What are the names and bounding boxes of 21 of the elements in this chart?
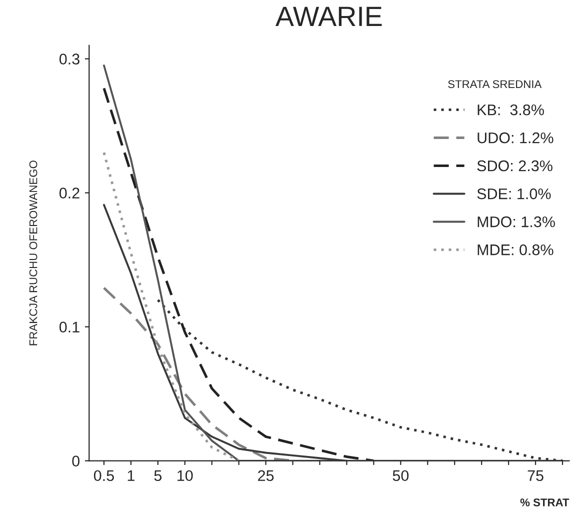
legend-label: MDO: 1.3%: [478, 216, 555, 228]
x-axis-title: % STRAT: [520, 498, 570, 506]
x-tick-label: 0.5: [94, 470, 114, 482]
legend-label: SDE: 1.0%: [477, 188, 551, 200]
chart-title: AWARIE: [275, 6, 382, 26]
y-tick-label: 0.3: [59, 54, 80, 64]
y-tick-label: 0: [72, 456, 80, 466]
legend-label: KB: 3.8%: [478, 104, 544, 116]
legend-title: STRATA SREDNIA: [448, 80, 542, 88]
y-tick-label: 0.2: [59, 188, 80, 198]
legend-label: SDO: 2.3%: [477, 160, 552, 172]
legend-label: UDO: 1.2%: [478, 132, 554, 144]
x-tick-label: 5: [154, 470, 162, 482]
x-tick-label: 10: [178, 470, 193, 482]
x-tick-label: 75: [528, 470, 544, 482]
y-axis-title: FRAKCJA RUCHU OFEROWANEGO: [29, 160, 38, 346]
x-tick-label: 1: [128, 470, 134, 481]
x-tick-label: 25: [258, 470, 274, 482]
legend-label: MDE: 0.8%: [478, 244, 554, 256]
x-tick-label: 50: [392, 470, 409, 482]
y-tick-label: 0.1: [59, 322, 80, 332]
